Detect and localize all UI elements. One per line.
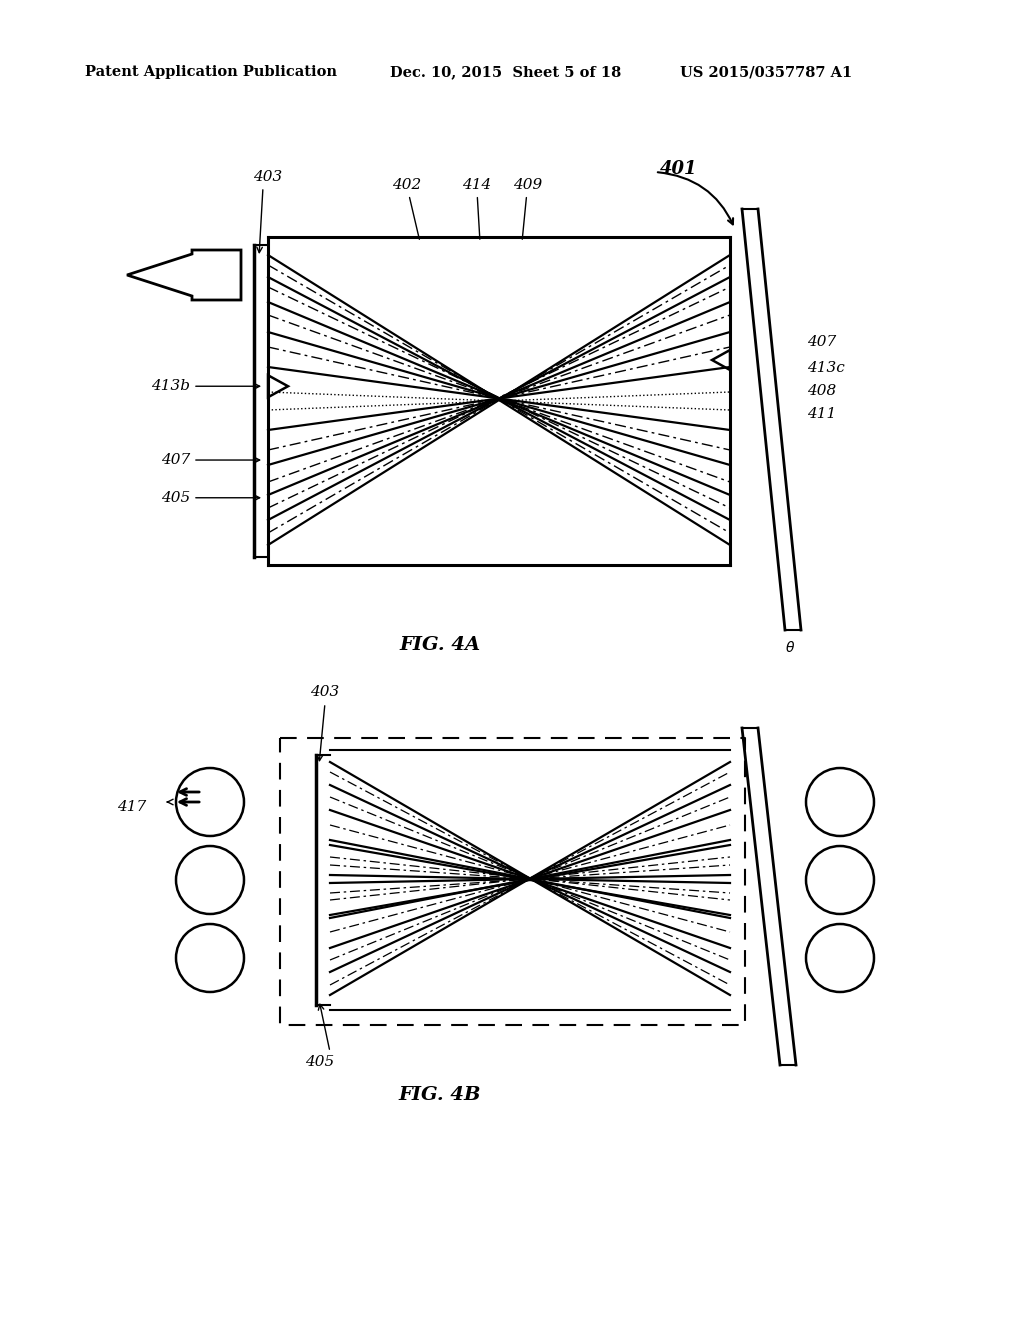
Text: 409: 409 [513,178,543,239]
Text: 405: 405 [161,491,190,504]
Text: 417: 417 [117,800,146,814]
Text: Dec. 10, 2015  Sheet 5 of 18: Dec. 10, 2015 Sheet 5 of 18 [390,65,622,79]
Text: FIG. 4B: FIG. 4B [398,1086,481,1104]
Text: $\theta$: $\theta$ [784,640,795,656]
Text: 414: 414 [462,178,492,239]
Text: 407: 407 [807,335,837,348]
Text: 407: 407 [161,453,190,467]
Text: 402: 402 [392,178,421,239]
Text: 403: 403 [253,170,283,183]
Text: 401: 401 [660,160,697,178]
Text: 411: 411 [807,407,837,421]
Text: US 2015/0357787 A1: US 2015/0357787 A1 [680,65,852,79]
Text: 405: 405 [305,1055,335,1069]
Text: 403: 403 [310,685,340,700]
Text: FIG. 4A: FIG. 4A [399,636,480,653]
Text: 408: 408 [807,384,837,399]
Text: 413b: 413b [151,379,190,393]
Text: 413c: 413c [807,362,845,375]
Text: Patent Application Publication: Patent Application Publication [85,65,337,79]
